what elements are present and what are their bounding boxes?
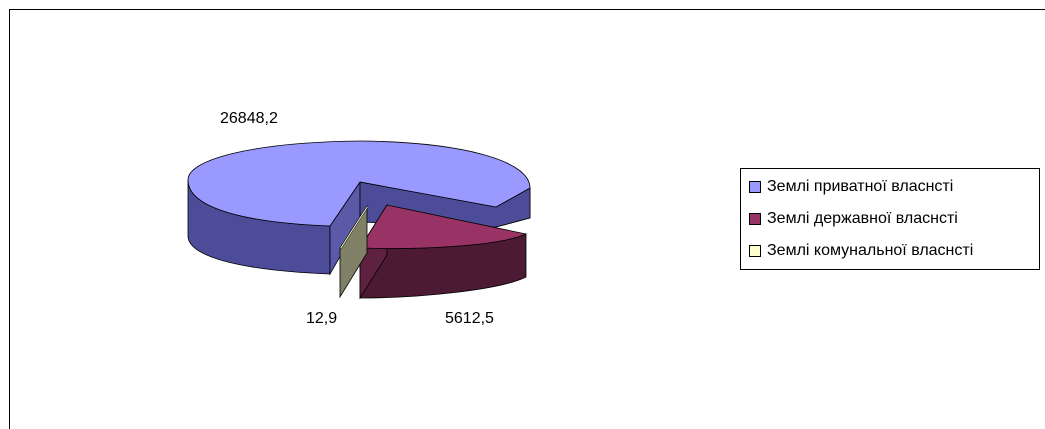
legend-label-private: Землі приватної власнсті	[767, 178, 954, 195]
legend-item-private: Землі приватної власнсті	[749, 175, 953, 199]
legend-item-communal: Землі комунальної власнсті	[749, 239, 973, 263]
legend-swatch-icon	[749, 213, 761, 225]
legend: Землі приватної власнсті Землі державної…	[740, 168, 1040, 270]
legend-swatch-icon	[749, 245, 761, 257]
data-label-private: 26848,2	[220, 110, 278, 127]
legend-label-communal: Землі комунальної власнсті	[767, 242, 974, 259]
pie-slice-state	[359, 203, 528, 300]
legend-swatch-icon	[749, 181, 761, 193]
data-label-communal: 12,9	[306, 310, 338, 327]
legend-item-state: Землі державної власнсті	[749, 207, 958, 231]
chart-area	[9, 9, 1045, 429]
data-label-state: 5612,5	[445, 310, 494, 327]
legend-label-state: Землі державної власнсті	[767, 210, 958, 227]
pie-slice-communal	[339, 204, 369, 299]
